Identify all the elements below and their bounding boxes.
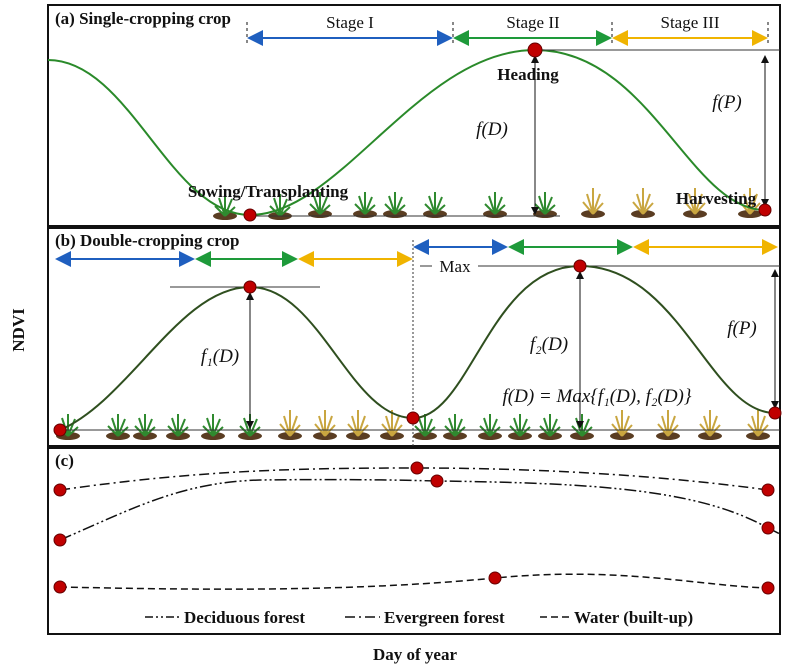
water-curve — [59, 573, 769, 590]
label: f₁(D) — [201, 346, 239, 367]
legend-label: Water (built-up) — [574, 608, 693, 627]
label: f₂(D) — [530, 334, 568, 355]
stage-label: Stage I — [326, 13, 374, 32]
legend-label: Deciduous forest — [184, 608, 305, 627]
label: Harvesting — [676, 189, 757, 208]
label: Sowing/Transplanting — [188, 182, 349, 201]
panel-title: (a) Single-cropping crop — [55, 9, 231, 28]
point — [53, 423, 67, 437]
point — [527, 42, 543, 58]
point — [488, 571, 502, 585]
point — [53, 533, 67, 547]
point — [406, 411, 420, 425]
ndvi-curve — [47, 48, 766, 217]
panel-a — [47, 4, 781, 227]
label: f(D) = Max{f₁(D), f₂(D)} — [503, 386, 692, 407]
deciduous-curve — [59, 478, 781, 541]
point — [761, 483, 775, 497]
panel-c — [47, 447, 781, 635]
evergreen-curve — [59, 467, 769, 491]
point — [53, 580, 67, 594]
stage-label: Stage II — [506, 13, 560, 32]
point — [761, 521, 775, 535]
point — [768, 406, 782, 420]
point — [53, 483, 67, 497]
label: f(P) — [712, 92, 742, 113]
point — [243, 208, 257, 222]
label: Max — [439, 257, 471, 276]
y-label: NDVI — [9, 308, 28, 352]
point — [243, 280, 257, 294]
panel-title: (c) — [55, 451, 74, 470]
label: f(P) — [727, 318, 757, 339]
label: Heading — [497, 65, 559, 84]
point — [761, 581, 775, 595]
point — [573, 259, 587, 273]
panel-title: (b) Double-cropping crop — [55, 231, 240, 250]
point — [758, 203, 772, 217]
label: f(D) — [476, 119, 508, 140]
panel-b — [47, 227, 781, 447]
point — [430, 474, 444, 488]
stage-label: Stage III — [660, 13, 719, 32]
legend-label: Evergreen forest — [384, 608, 505, 627]
x-label: Day of year — [373, 645, 457, 664]
point — [410, 461, 424, 475]
legend: Deciduous forest Evergreen forest Water … — [145, 608, 693, 627]
